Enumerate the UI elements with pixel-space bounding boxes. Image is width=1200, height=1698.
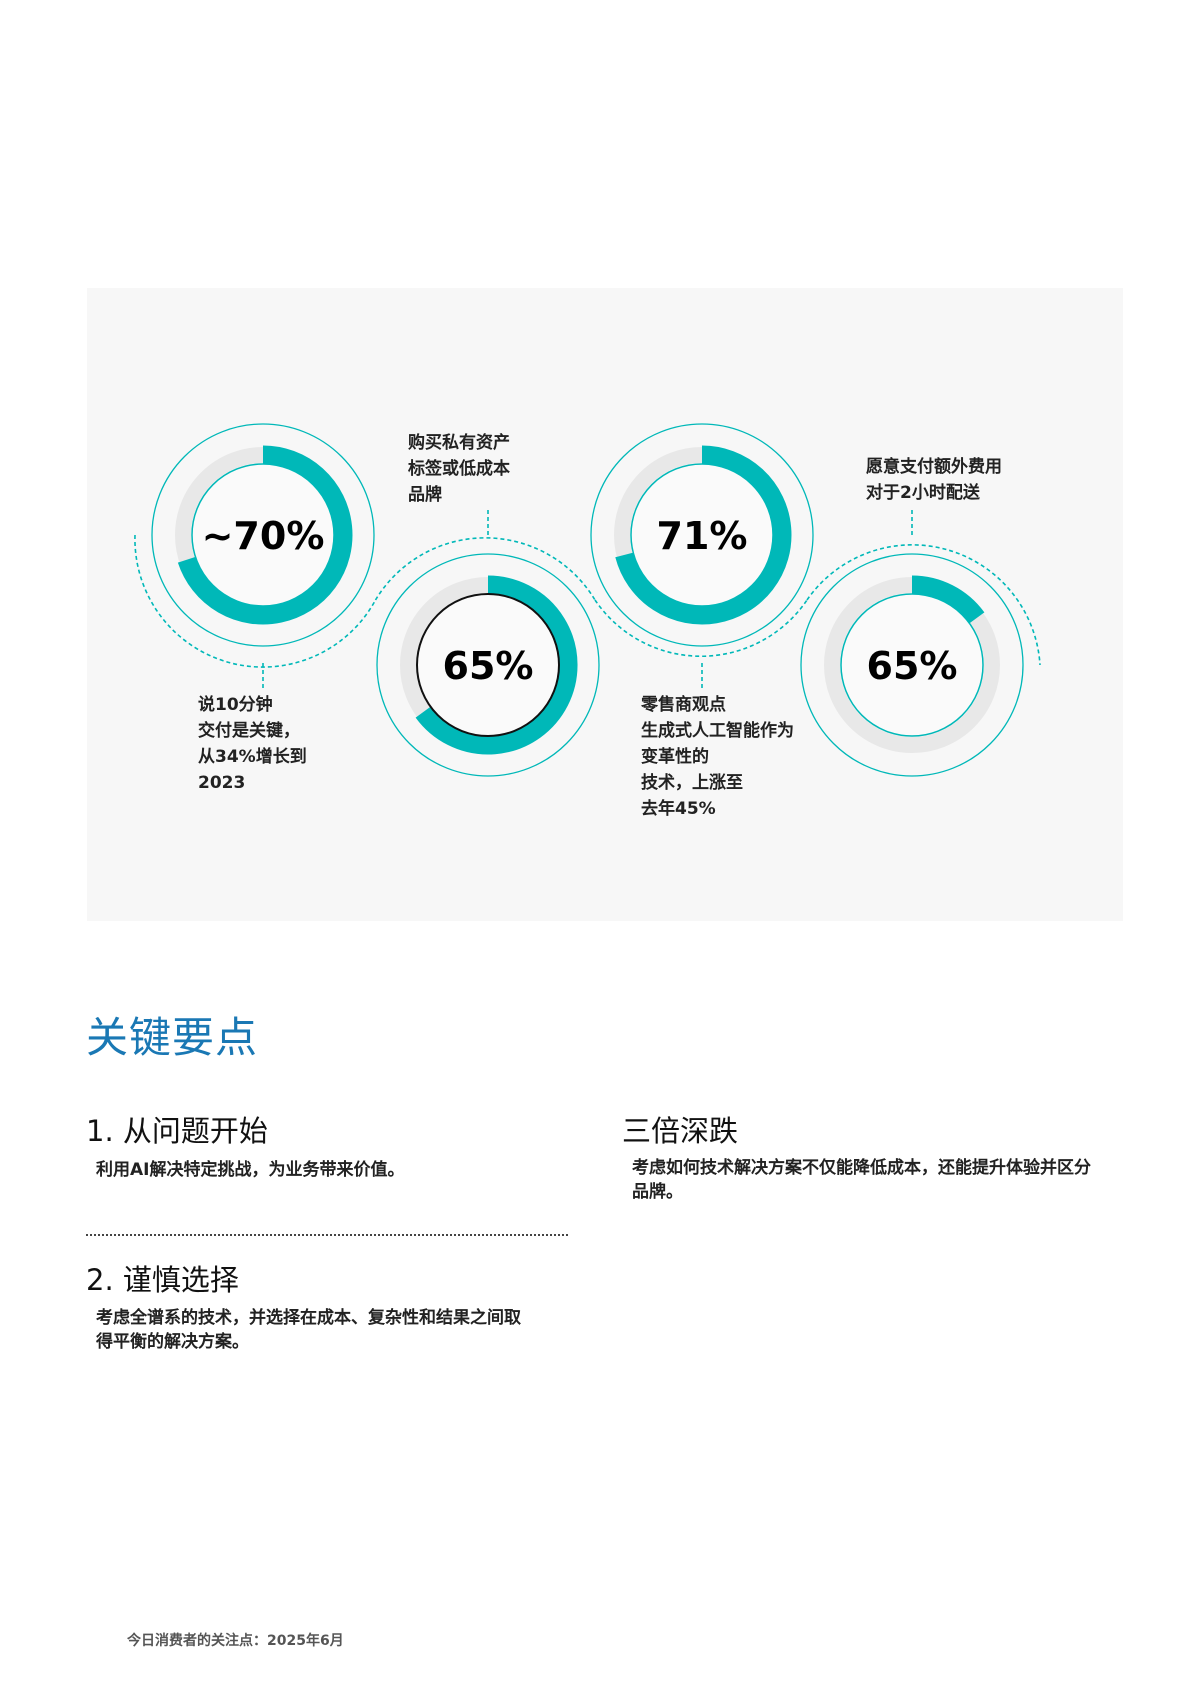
stat-value: ~70% [202,514,325,558]
footer-text: 今日消费者的关注点：2025年6月 [127,1633,344,1649]
stat-value: 71% [657,514,748,558]
connector-arc [134,534,377,668]
section-title: 关键要点 [86,1013,259,1062]
outer-ring [590,423,814,647]
takeaway-text-3: 考虑如何技术解决方案不仅能降低成本，还能提升体验并区分品牌。 [632,1158,1091,1202]
donut-infographic: ~70% 65% 71% 65% [134,423,1041,777]
donut-progress-arc [911,575,985,624]
takeaway-heading-1: 1. 从问题开始 [86,1114,268,1148]
outer-ring [151,423,375,647]
connector-arc [806,544,1041,666]
stat-label-3: 零售商观点 生成式人工智能作为 变革性的 技术，上涨至 去年45% [641,695,794,819]
donut-progress-arc [615,445,792,625]
stat-value: 65% [867,644,958,688]
takeaway-text-2: 考虑全谱系的技术，并选择在成本、复杂性和结果之间取得平衡的解决方案。 [96,1308,521,1352]
donut-inner-circle [840,593,984,737]
stat-value: 65% [443,644,534,688]
connector-arc [594,599,808,657]
outer-ring [800,553,1024,777]
donut-progress-arc [415,575,578,755]
takeaway-text-1: 利用AI解决特定挑战，为业务带来价值。 [96,1160,405,1180]
takeaway-heading-2: 2. 谨慎选择 [86,1263,239,1297]
stat-label-1: 说10分钟 交付是关键， 从34%增长到 2023 [198,695,307,793]
takeaway-heading-3: 三倍深跌 [622,1114,739,1148]
connector-arc [374,537,596,601]
donut-progress-arc [177,445,353,625]
stat-label-4: 愿意支付额外费用 对于2小时配送 [866,457,1002,503]
outer-ring [376,553,600,777]
donut-inner-circle [416,593,560,737]
stat-label-2: 购买私有资产 标签或低成本 品牌 [408,433,510,505]
donut-inner-circle [630,463,774,607]
donut-inner-circle [191,463,335,607]
divider [86,1234,568,1236]
